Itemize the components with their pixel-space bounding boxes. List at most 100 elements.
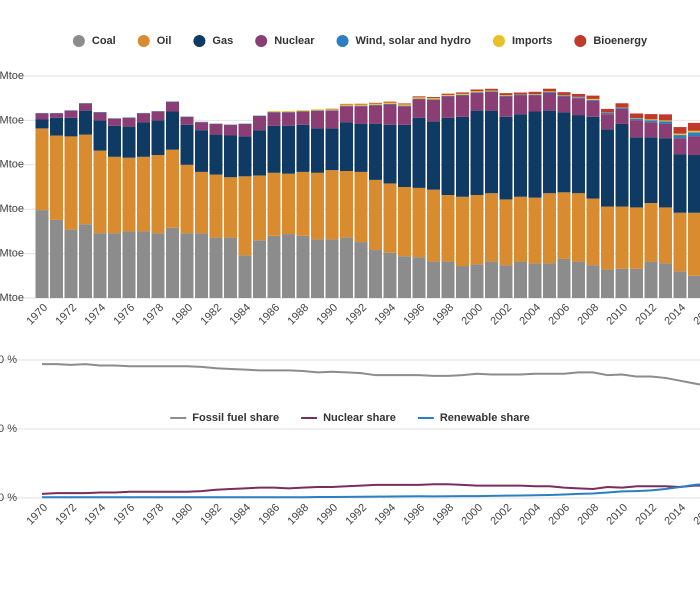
bar-segment [456, 116, 469, 197]
bar-segment [557, 192, 571, 259]
bar-segment [499, 95, 513, 97]
bar-segment [195, 130, 208, 172]
x-tick-label: 1988 [285, 302, 311, 328]
bar-segment [543, 91, 556, 92]
line-series [42, 363, 700, 386]
bar-segment [644, 202, 658, 262]
bar-segment [253, 240, 266, 298]
legend-marker [193, 35, 206, 47]
bar-segment [572, 115, 585, 194]
legend-label: Fossil fuel share [192, 412, 279, 424]
bar-segment [108, 156, 121, 234]
bar-segment [93, 150, 107, 234]
bar-segment [267, 112, 281, 126]
x-tick-label: 2006 [546, 502, 572, 528]
bar-segment [340, 122, 353, 172]
bar-segment [514, 261, 527, 298]
bar-segment [673, 127, 687, 134]
bar-segment [412, 99, 426, 118]
bar-segment [79, 110, 92, 135]
bar-segment [296, 111, 310, 125]
x-tick-label: 1972 [53, 302, 79, 328]
x-tick-label: 1996 [401, 502, 427, 528]
bar-segment [427, 261, 440, 298]
bar-segment [369, 123, 382, 180]
bar-segment [615, 268, 629, 298]
y-tick-label: 250 Mtoe [0, 70, 24, 82]
legend-label: Bioenergy [593, 35, 648, 47]
bar-segment [369, 105, 382, 124]
bar-segment [253, 175, 266, 241]
bar-segment [325, 108, 339, 110]
legend-marker [574, 35, 587, 47]
bar-segment [108, 118, 121, 126]
bar-segment [514, 114, 527, 197]
bar-segment [296, 110, 310, 112]
bar-segment [151, 155, 165, 234]
x-tick-label: 1986 [256, 302, 282, 328]
bar-segment [50, 219, 63, 298]
bar-segment [615, 108, 629, 124]
bar-segment [340, 104, 353, 106]
x-tick-label: 2008 [575, 502, 601, 528]
bar-segment [514, 92, 527, 95]
bar-segment [543, 92, 556, 111]
bar-segment [296, 235, 310, 298]
bar-segment [528, 111, 542, 198]
bar-segment [93, 112, 107, 121]
bar-segment [412, 117, 426, 188]
bar-segment [485, 88, 498, 91]
bar-segment [485, 261, 498, 298]
x-tick-label: 1970 [24, 302, 50, 328]
x-tick-label: 2002 [488, 302, 514, 328]
bar-segment [282, 173, 295, 235]
x-tick-label: 1988 [285, 502, 311, 528]
bar-segment [673, 212, 687, 272]
bar-segment [325, 170, 339, 240]
bar-segment [296, 124, 310, 172]
x-tick-label: 1976 [111, 302, 137, 328]
bar-segment [572, 193, 585, 262]
bar-segment [79, 224, 92, 298]
bar-segment [456, 196, 469, 267]
bar-segment [528, 91, 542, 95]
bar-segment [151, 120, 165, 156]
bar-segment [601, 129, 614, 207]
bar-segment [354, 171, 368, 243]
bar-segment [35, 128, 49, 211]
bar-segment [644, 261, 658, 298]
bar-segment [412, 96, 426, 98]
bar-segment [441, 194, 455, 262]
x-tick-label: 1982 [198, 302, 224, 328]
bar-segment [557, 95, 571, 97]
bar-segment [688, 130, 700, 133]
x-tick-label: 1992 [343, 502, 369, 528]
bar-segment [688, 132, 700, 137]
bar-segment [50, 135, 63, 220]
legend-marker [492, 35, 505, 47]
bar-segment [209, 134, 223, 175]
x-tick-label: 1998 [430, 502, 456, 528]
bar-segment [354, 104, 368, 106]
bar-segment [311, 239, 324, 298]
bar-segment [688, 122, 700, 131]
bar-segment [673, 138, 687, 155]
x-tick-label: 2004 [517, 302, 543, 328]
bar-segment [499, 116, 513, 200]
bar-segment [586, 99, 600, 101]
bar-segment [456, 93, 469, 95]
bar-segment [441, 96, 455, 118]
bar-segment [398, 103, 411, 105]
bar-segment [514, 94, 527, 96]
bar-segment [485, 90, 498, 92]
bar-segment [572, 97, 585, 99]
bar-segment [659, 120, 672, 122]
bar-segment [427, 97, 440, 99]
bar-segment [267, 172, 281, 236]
x-tick-label: 2010 [604, 302, 630, 328]
bar-segment [615, 107, 629, 109]
x-tick-label: 1994 [372, 302, 398, 328]
bar-segment [499, 93, 513, 96]
bar-segment [688, 212, 700, 276]
bar-segment [441, 261, 455, 298]
